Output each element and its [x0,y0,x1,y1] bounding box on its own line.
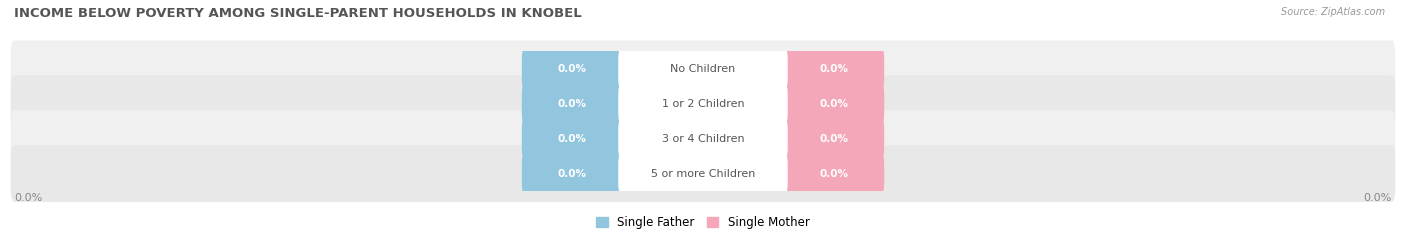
Text: 0.0%: 0.0% [558,64,586,74]
Text: 0.0%: 0.0% [820,134,848,144]
FancyBboxPatch shape [11,75,1395,132]
FancyBboxPatch shape [783,119,884,158]
FancyBboxPatch shape [619,119,787,158]
Text: 0.0%: 0.0% [558,134,586,144]
FancyBboxPatch shape [783,85,884,123]
FancyBboxPatch shape [522,85,623,123]
Text: 0.0%: 0.0% [558,99,586,109]
Text: 5 or more Children: 5 or more Children [651,169,755,178]
FancyBboxPatch shape [783,49,884,88]
Legend: Single Father, Single Mother: Single Father, Single Mother [592,212,814,233]
FancyBboxPatch shape [619,85,787,123]
FancyBboxPatch shape [11,145,1395,202]
Text: 0.0%: 0.0% [558,169,586,178]
Text: 0.0%: 0.0% [820,169,848,178]
Text: 0.0%: 0.0% [14,193,42,203]
Text: 0.0%: 0.0% [820,64,848,74]
Text: 0.0%: 0.0% [820,99,848,109]
FancyBboxPatch shape [522,154,623,193]
Text: 3 or 4 Children: 3 or 4 Children [662,134,744,144]
Text: INCOME BELOW POVERTY AMONG SINGLE-PARENT HOUSEHOLDS IN KNOBEL: INCOME BELOW POVERTY AMONG SINGLE-PARENT… [14,7,582,20]
FancyBboxPatch shape [619,49,787,88]
Text: 1 or 2 Children: 1 or 2 Children [662,99,744,109]
Text: Source: ZipAtlas.com: Source: ZipAtlas.com [1281,7,1385,17]
FancyBboxPatch shape [522,119,623,158]
FancyBboxPatch shape [619,154,787,193]
FancyBboxPatch shape [522,49,623,88]
Text: 0.0%: 0.0% [1364,193,1392,203]
FancyBboxPatch shape [11,110,1395,167]
FancyBboxPatch shape [783,154,884,193]
Text: No Children: No Children [671,64,735,74]
FancyBboxPatch shape [11,41,1395,97]
